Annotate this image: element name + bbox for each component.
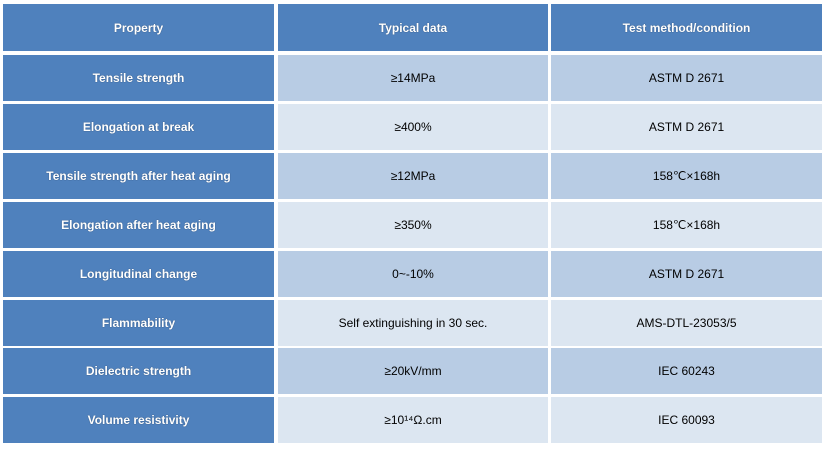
property-cell: Longitudinal change (3, 250, 274, 297)
property-cell: Volume resistivity (3, 397, 274, 444)
header-cell: Property (3, 4, 274, 51)
value-cell: ASTM D 2671 (551, 103, 822, 150)
property-cell: Flammability (3, 299, 274, 346)
value-cell: IEC 60243 (551, 348, 822, 395)
value-cell: ASTM D 2671 (551, 250, 822, 297)
property-cell: Elongation after heat aging (3, 201, 274, 248)
value-cell: AMS-DTL-23053/5 (551, 299, 822, 346)
value-cell: 0~-10% (278, 250, 548, 297)
header-cell: Test method/condition (551, 4, 822, 51)
value-cell: 158℃×168h (551, 152, 822, 199)
value-cell: 158℃×168h (551, 201, 822, 248)
header-cell: Typical data (278, 4, 548, 51)
property-cell: Elongation at break (3, 103, 274, 150)
value-cell: ≥10¹⁴Ω.cm (278, 397, 548, 444)
value-cell: ≥400% (278, 103, 548, 150)
value-cell: Self extinguishing in 30 sec. (278, 299, 548, 346)
value-cell: ASTM D 2671 (551, 55, 822, 101)
value-cell: IEC 60093 (551, 397, 822, 444)
property-cell: Tensile strength after heat aging (3, 152, 274, 199)
value-cell: ≥12MPa (278, 152, 548, 199)
property-cell: Dielectric strength (3, 348, 274, 395)
value-cell: ≥350% (278, 201, 548, 248)
property-cell: Tensile strength (3, 55, 274, 101)
value-cell: ≥14MPa (278, 55, 548, 101)
value-cell: ≥20kV/mm (278, 348, 548, 395)
